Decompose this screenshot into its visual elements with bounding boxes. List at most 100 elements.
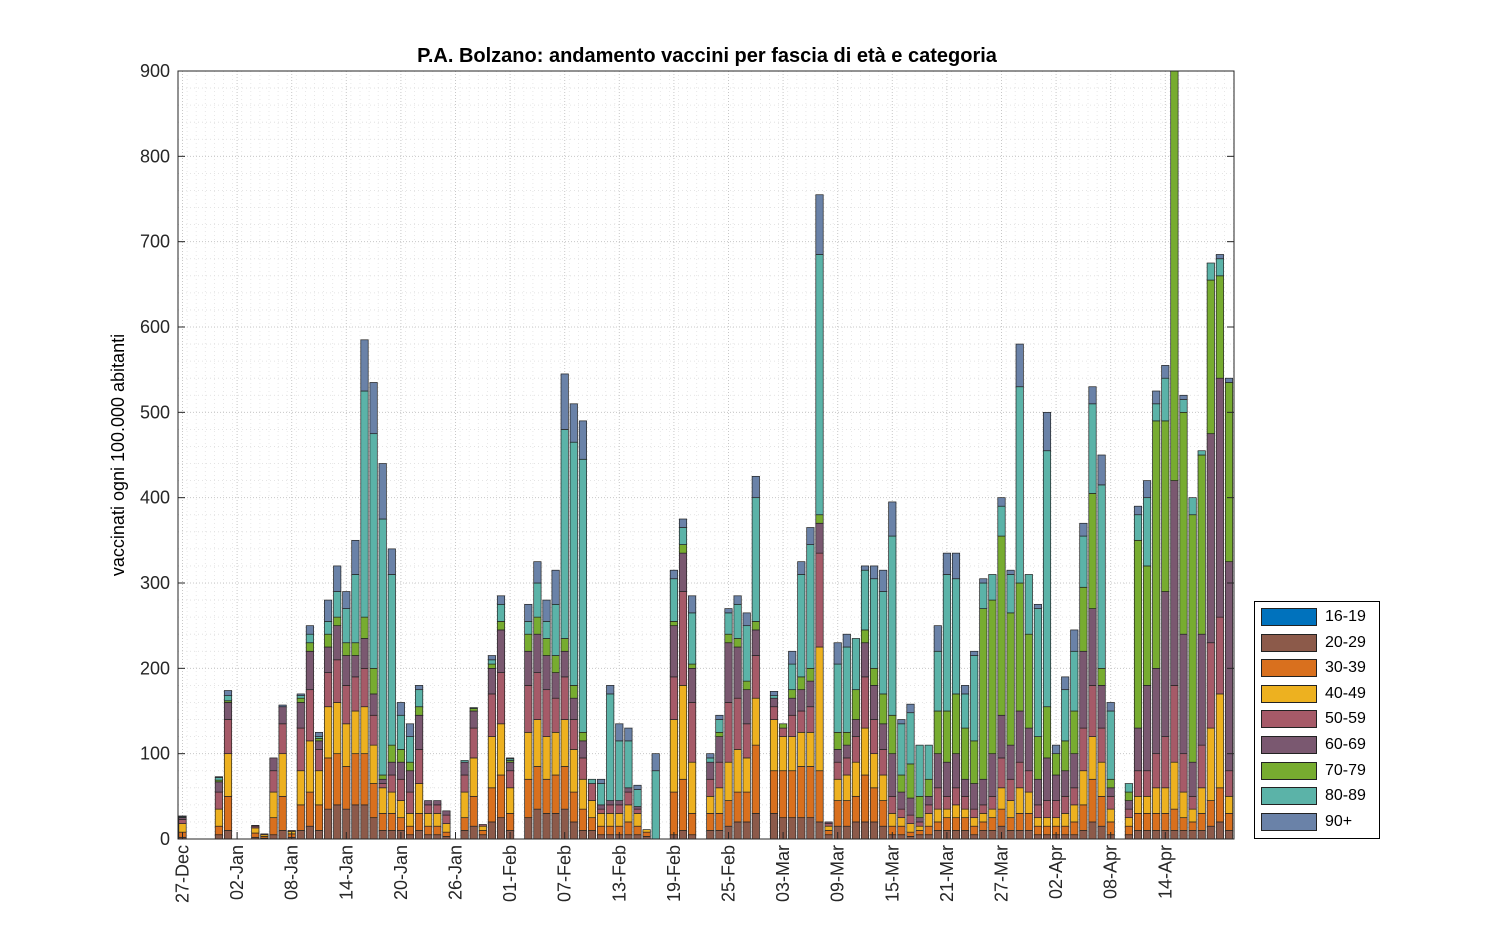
bar-segment-30-39 (506, 813, 513, 830)
x-tick-label: 19-Feb (664, 845, 684, 902)
y-tick-label: 700 (140, 232, 170, 252)
bar-stack (1016, 344, 1023, 839)
bar-segment-40-49 (1189, 809, 1196, 822)
bar-segment-60-69 (1034, 779, 1041, 805)
bar-segment-40-49 (343, 724, 350, 767)
bar-segment-90+ (361, 340, 368, 391)
bar-segment-50-59 (734, 698, 741, 749)
bar-segment-90+ (1007, 570, 1014, 574)
bar-segment-60-69 (252, 825, 259, 826)
bar-stack (306, 626, 313, 839)
bar-segment-30-39 (707, 813, 714, 830)
bar-segment-60-69 (607, 801, 614, 805)
bar-segment-40-49 (1107, 809, 1114, 822)
bar-segment-40-49 (998, 788, 1005, 809)
bar-segment-60-69 (324, 647, 331, 673)
bar-stack (961, 685, 968, 839)
bar-stack (497, 596, 504, 839)
bar-segment-60-69 (1134, 728, 1141, 771)
bar-segment-30-39 (1125, 826, 1132, 835)
bar-segment-90+ (870, 566, 877, 579)
legend-label: 30-39 (1325, 659, 1366, 677)
bar-segment-90+ (370, 382, 377, 433)
bar-segment-90+ (707, 754, 714, 758)
bar-segment-80-89 (324, 621, 331, 634)
x-tick-label: 27-Dec (173, 845, 193, 903)
bar-segment-40-49 (961, 809, 968, 818)
bar-segment-60-69 (634, 807, 641, 810)
bar-segment-20-29 (952, 830, 959, 839)
bar-stack (952, 553, 959, 839)
bar-segment-30-39 (1180, 818, 1187, 831)
bar-segment-30-39 (415, 813, 422, 830)
bar-segment-90+ (224, 691, 231, 696)
bar-segment-90+ (789, 651, 796, 664)
bar-segment-20-29 (1080, 830, 1087, 839)
bar-segment-60-69 (306, 651, 313, 689)
bar-segment-40-49 (224, 754, 231, 797)
x-tick-label: 07-Feb (555, 845, 575, 902)
bar-segment-20-29 (1244, 822, 1251, 839)
bar-segment-50-59 (952, 788, 959, 805)
bar-segment-50-59 (716, 762, 723, 788)
bar-segment-30-39 (880, 801, 887, 827)
bar-stack (1107, 702, 1114, 839)
bar-stack (1244, 429, 1251, 839)
bar-segment-30-39 (1062, 826, 1069, 835)
bar-stack (1207, 263, 1214, 839)
bar-segment-60-69 (688, 668, 695, 702)
legend-label: 40-49 (1325, 685, 1366, 703)
bar-segment-50-59 (497, 673, 504, 724)
bar-segment-30-39 (1198, 813, 1205, 830)
bar-stack (1162, 365, 1169, 839)
bar-segment-80-89 (470, 708, 477, 709)
bar-stack (443, 811, 450, 839)
bar-segment-40-49 (1225, 796, 1232, 813)
bar-segment-60-69 (1007, 745, 1014, 779)
bar-segment-70-79 (1198, 455, 1205, 634)
bar-segment-60-69 (707, 762, 714, 779)
bar-segment-30-39 (1034, 826, 1041, 835)
x-tick-label: 08-Apr (1101, 845, 1121, 899)
bar-segment-50-59 (479, 824, 486, 826)
bar-segment-30-39 (607, 826, 614, 835)
bar-segment-40-49 (279, 754, 286, 797)
bar-segment-70-79 (370, 668, 377, 694)
bar-segment-20-29 (870, 822, 877, 839)
bar-segment-80-89 (534, 583, 541, 617)
x-tick-label: 14-Jan (336, 845, 356, 900)
bar-segment-70-79 (1171, 0, 1178, 481)
legend-swatch (1261, 634, 1317, 652)
bar-segment-90+ (1216, 254, 1223, 258)
bar-segment-20-29 (980, 830, 987, 839)
bar-stack (816, 195, 823, 839)
bar-segment-70-79 (989, 600, 996, 754)
bar-segment-80-89 (880, 592, 887, 694)
bar-segment-50-59 (989, 796, 996, 809)
bar-segment-70-79 (570, 685, 577, 698)
bar-segment-20-29 (634, 835, 641, 839)
bar-segment-60-69 (334, 626, 341, 660)
bar-segment-80-89 (816, 254, 823, 514)
bar-segment-20-29 (1025, 830, 1032, 839)
bar-segment-60-69 (1225, 562, 1232, 771)
legend-label: 60-69 (1325, 736, 1366, 754)
bar-segment-20-29 (379, 830, 386, 839)
bar-segment-80-89 (1244, 429, 1251, 446)
bar-segment-20-29 (279, 830, 286, 839)
bar-segment-60-69 (998, 715, 1005, 758)
bar-stack (625, 728, 632, 839)
bar-stack (634, 785, 641, 839)
bar-segment-60-69 (834, 749, 841, 762)
bar-stack (434, 801, 441, 839)
bar-segment-40-49 (1034, 818, 1041, 827)
bar-segment-40-49 (870, 754, 877, 788)
bar-segment-50-59 (943, 796, 950, 809)
bar-segment-40-49 (752, 698, 759, 745)
bar-segment-90+ (334, 566, 341, 592)
bar-segment-30-39 (343, 766, 350, 809)
bar-segment-50-59 (434, 805, 441, 814)
bar-segment-60-69 (461, 762, 468, 775)
bar-stack (1153, 391, 1160, 839)
bar-segment-80-89 (1034, 609, 1041, 737)
